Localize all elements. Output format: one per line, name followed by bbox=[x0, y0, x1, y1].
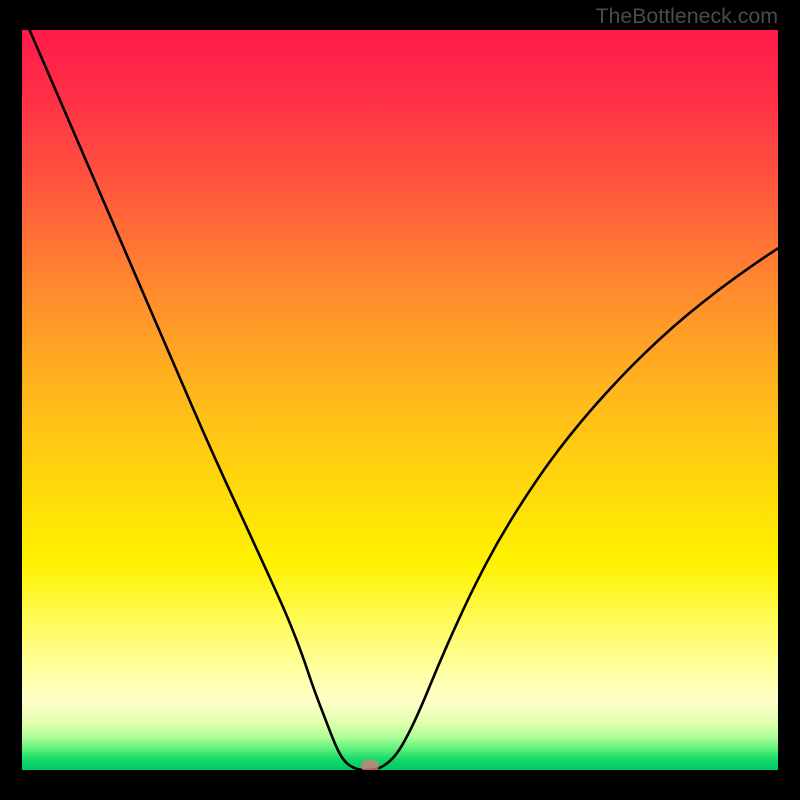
minimum-marker bbox=[361, 760, 379, 770]
bottleneck-curve bbox=[22, 30, 778, 770]
watermark-text: TheBottleneck.com bbox=[595, 4, 778, 29]
chart-frame: TheBottleneck.com bbox=[0, 0, 800, 800]
plot-area bbox=[22, 30, 778, 770]
